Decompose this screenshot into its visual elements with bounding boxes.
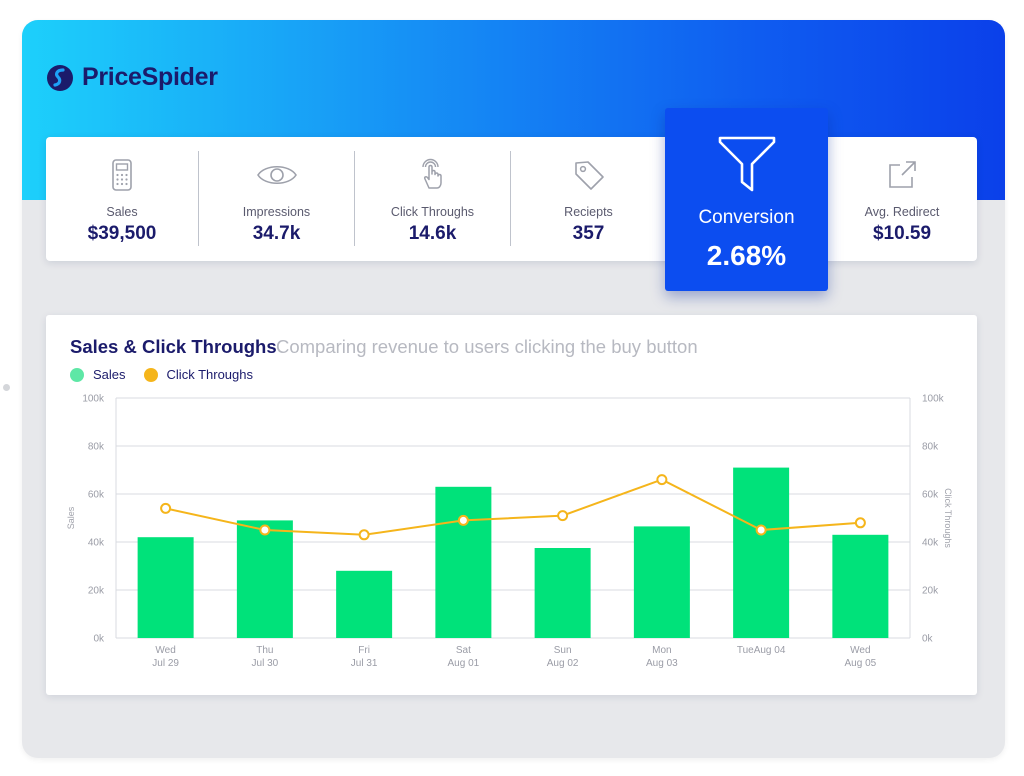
point-click-throughs bbox=[755, 524, 767, 536]
x-tick-label: Fri bbox=[358, 645, 370, 656]
kpi-label: Sales bbox=[106, 205, 138, 219]
y2-axis-title: Click Throughs bbox=[943, 488, 953, 548]
kpi-impressions[interactable]: Impressions 34.7k bbox=[199, 137, 354, 261]
bar-sales bbox=[733, 467, 790, 638]
y-tick-label: 20k bbox=[88, 586, 105, 597]
y-tick-label: 80k bbox=[88, 442, 105, 453]
chart-panel: Sales & Click Throughs Comparing revenue… bbox=[46, 315, 977, 695]
kpi-divider bbox=[198, 151, 199, 246]
line-click-throughs bbox=[165, 478, 861, 536]
tag-icon bbox=[574, 161, 604, 190]
kpi-label: Avg. Redirect bbox=[864, 205, 940, 219]
y-tick-label: 60k bbox=[88, 490, 105, 501]
point-click-throughs bbox=[557, 510, 569, 522]
legend-label: Click Throughs bbox=[166, 367, 253, 382]
kpi-receipts[interactable]: Reciepts 357 bbox=[511, 137, 666, 261]
x-tick-sublabel: Aug 05 bbox=[845, 658, 877, 669]
chart-title: Sales & Click Throughs bbox=[70, 336, 277, 357]
chart-plot: 0k 0k 20k 20k 40k 40k 60k 60k 80k 80k 100k 100k Sale… bbox=[66, 394, 953, 670]
kpi-value: $10.59 bbox=[872, 223, 932, 244]
bar-sales bbox=[633, 526, 690, 638]
x-tick-label: TueAug 04 bbox=[737, 645, 786, 656]
y2-tick-label: 0k bbox=[922, 634, 934, 645]
y2-tick-label: 60k bbox=[922, 490, 939, 501]
bar-sales bbox=[336, 570, 393, 638]
x-tick-label: Sat bbox=[456, 645, 471, 656]
kpi-divider bbox=[354, 151, 355, 246]
bar-sales bbox=[832, 534, 889, 638]
chart-subtitle: Comparing revenue to users clicking the … bbox=[276, 336, 698, 357]
calculator-icon bbox=[112, 159, 132, 191]
x-tick-label: Wed bbox=[850, 645, 870, 656]
y2-tick-label: 80k bbox=[922, 442, 939, 453]
x-tick-label: Wed bbox=[155, 645, 175, 656]
kpi-avg-redirect[interactable]: Avg. Redirect $10.59 bbox=[827, 137, 977, 261]
kpi-click-throughs[interactable]: Click Throughs 14.6k bbox=[355, 137, 510, 261]
kpi-conversion[interactable]: Conversion 2.68% bbox=[665, 108, 828, 291]
legend-swatch bbox=[143, 367, 158, 382]
kpi-value: $39,500 bbox=[87, 223, 157, 244]
kpi-label: Reciepts bbox=[564, 205, 613, 219]
bar-sales bbox=[236, 520, 293, 638]
y2-tick-label: 40k bbox=[922, 538, 939, 549]
dashboard-card: PriceSpider Sales $39,500 Imp bbox=[22, 20, 1005, 758]
y-tick-label: 40k bbox=[88, 538, 105, 549]
x-tick-sublabel: Jul 31 bbox=[351, 658, 378, 669]
pricespider-logo-icon bbox=[47, 64, 73, 91]
kpi-highlight-value: 2.68% bbox=[706, 240, 787, 271]
legend-item-click-throughs[interactable]: Click Throughs bbox=[143, 367, 253, 382]
legend-swatch bbox=[70, 367, 84, 382]
x-tick-sublabel: Aug 02 bbox=[547, 658, 579, 669]
kpi-value: 357 bbox=[572, 223, 605, 244]
bar-sales bbox=[534, 548, 591, 638]
eye-icon bbox=[256, 165, 297, 185]
funnel-icon bbox=[718, 136, 775, 192]
page-dot bbox=[3, 384, 10, 391]
kpi-value: 14.6k bbox=[408, 223, 457, 244]
chart-legend: Sales Click Throughs bbox=[70, 367, 253, 382]
point-click-throughs bbox=[259, 524, 271, 536]
point-click-throughs bbox=[854, 517, 866, 529]
x-tick-sublabel: Jul 29 bbox=[152, 658, 179, 669]
x-tick-sublabel: Aug 03 bbox=[646, 658, 678, 669]
y2-tick-label: 100k bbox=[922, 394, 945, 405]
point-click-throughs bbox=[457, 514, 469, 526]
x-tick-label: Mon bbox=[652, 645, 671, 656]
legend-label: Sales bbox=[93, 367, 126, 382]
x-tick-label: Thu bbox=[256, 645, 273, 656]
kpi-value: 34.7k bbox=[252, 223, 301, 244]
legend-item-sales[interactable]: Sales bbox=[70, 367, 126, 382]
y-axis-title: Sales bbox=[66, 506, 76, 529]
x-tick-sublabel: Jul 30 bbox=[252, 658, 279, 669]
brand-name: PriceSpider bbox=[82, 63, 218, 91]
bar-sales bbox=[435, 486, 492, 638]
kpi-divider bbox=[510, 151, 511, 246]
brand-logo[interactable]: PriceSpider bbox=[46, 63, 218, 92]
y2-tick-label: 20k bbox=[922, 586, 939, 597]
pointer-hand-icon bbox=[421, 158, 442, 189]
point-click-throughs bbox=[358, 529, 370, 541]
kpi-highlight-label: Conversion bbox=[698, 207, 795, 228]
point-click-throughs bbox=[656, 474, 668, 486]
kpi-sales[interactable]: Sales $39,500 bbox=[46, 137, 198, 261]
kpi-strip: Sales $39,500 Impressions 34.7k Click Th… bbox=[46, 137, 977, 261]
x-tick-sublabel: Aug 01 bbox=[448, 658, 480, 669]
external-link-icon bbox=[889, 161, 916, 188]
kpi-label: Impressions bbox=[242, 205, 311, 219]
x-tick-label: Sun bbox=[554, 645, 572, 656]
kpi-label: Click Throughs bbox=[390, 205, 475, 219]
point-click-throughs bbox=[160, 502, 172, 514]
y-tick-label: 0k bbox=[93, 634, 105, 645]
bar-sales bbox=[137, 537, 194, 638]
y-tick-label: 100k bbox=[82, 394, 105, 405]
